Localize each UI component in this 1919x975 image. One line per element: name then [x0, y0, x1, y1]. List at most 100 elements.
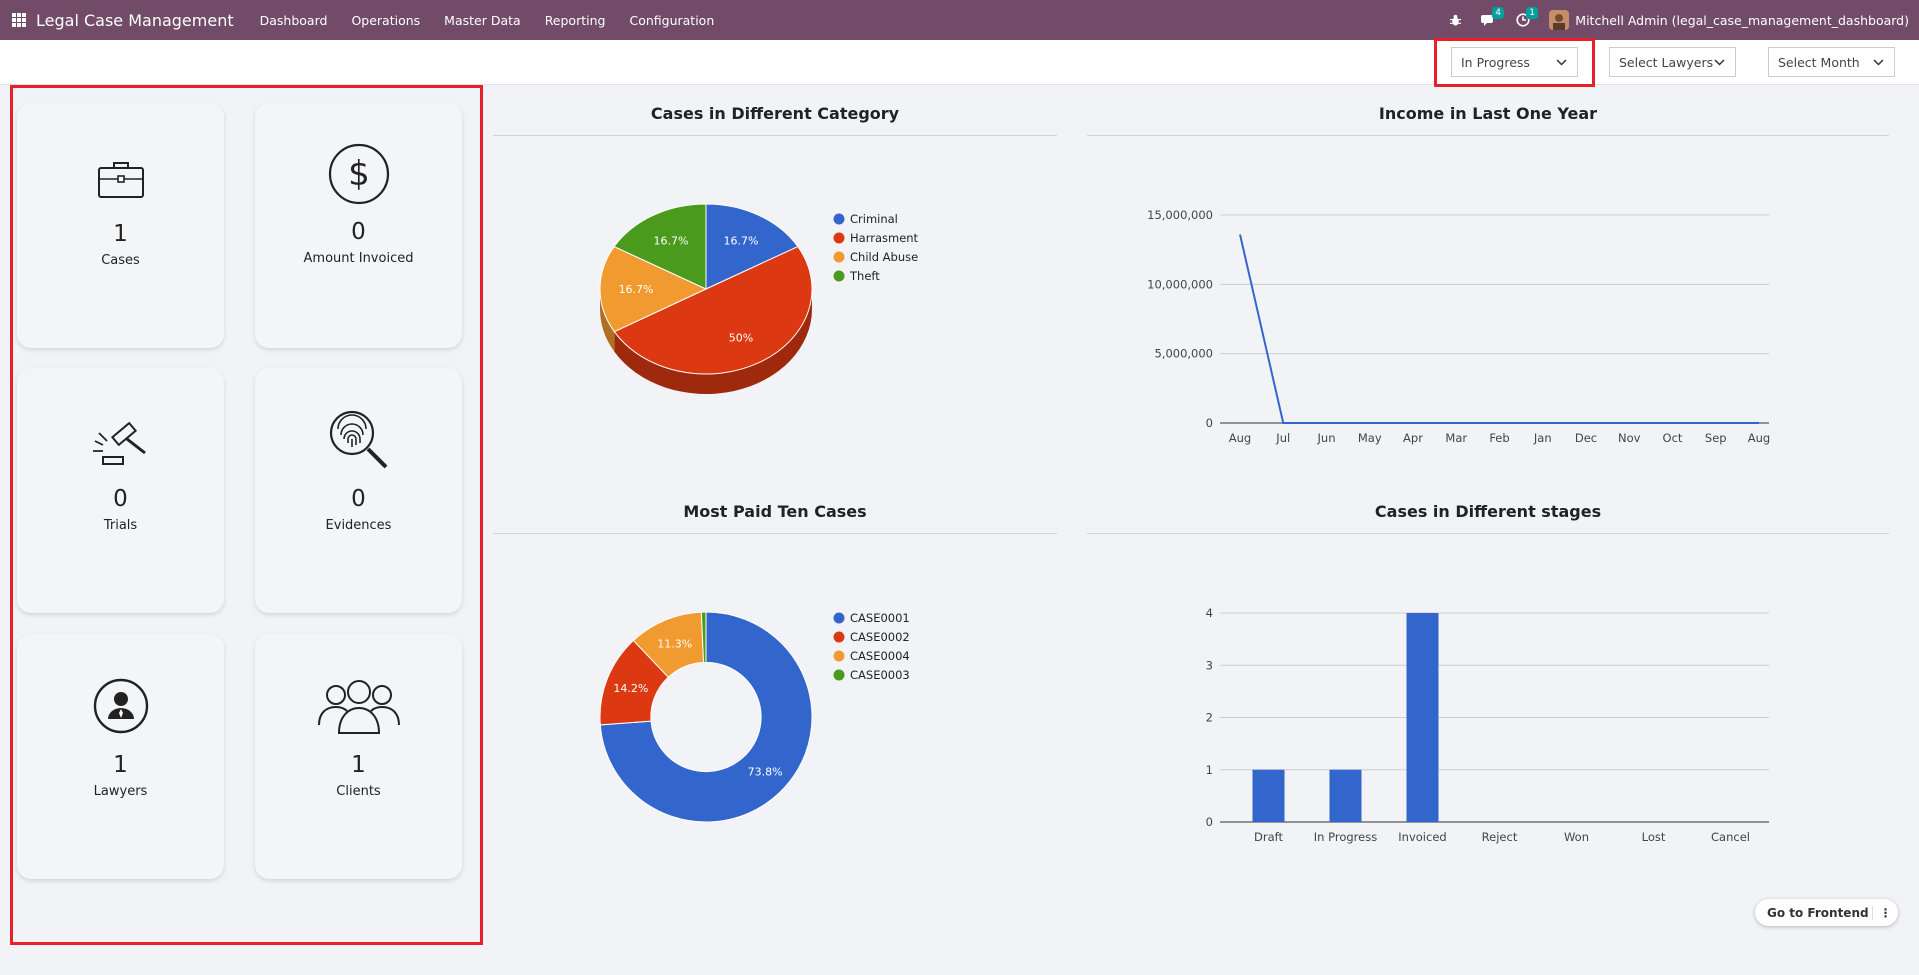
x-tick-label: Mar [1445, 431, 1467, 445]
debug-bug-icon[interactable] [1447, 12, 1463, 28]
clients-card[interactable]: 1 Clients [255, 634, 462, 879]
trials-label: Trials [103, 518, 138, 533]
pie-data-label: 50% [729, 332, 753, 345]
status-filter-highlight [1434, 38, 1595, 87]
go-to-frontend-button[interactable]: Go to Frontend [1767, 905, 1869, 920]
menu-master-data[interactable]: Master Data [444, 12, 521, 28]
y-tick-label: 10,000,000 [1147, 277, 1213, 291]
x-tick-label: Oct [1663, 431, 1683, 445]
pie-slice-criminal [705, 203, 799, 290]
income-chart-title: Income in Last One Year [1378, 104, 1598, 123]
legend-marker [833, 612, 845, 624]
month-filter-select[interactable]: Select Month [1768, 47, 1895, 77]
legend-marker [833, 650, 845, 662]
category-chart-title: Cases in Different Category [650, 104, 900, 123]
legend-marker [833, 270, 845, 282]
legend-label: Child Abuse [850, 250, 918, 264]
divider [1087, 135, 1889, 136]
y-tick-label: 3 [1206, 658, 1213, 672]
y-tick-label: 0 [1206, 815, 1213, 829]
lawyers-label: Lawyers [93, 784, 148, 799]
bar-invoiced [1406, 613, 1439, 822]
pie-data-label: 16.7% [724, 234, 759, 247]
evidences-label: Evidences [325, 518, 392, 533]
y-tick-label: 4 [1206, 606, 1213, 620]
gavel-icon [91, 412, 151, 476]
x-tick-label: Jul [1275, 431, 1290, 445]
cases-label: Cases [101, 253, 140, 268]
x-tick-label: Nov [1618, 431, 1641, 445]
menu-operations[interactable]: Operations [351, 12, 421, 28]
x-tick-label: Sep [1705, 431, 1727, 445]
menu-configuration[interactable]: Configuration [629, 12, 715, 28]
legend-marker [833, 251, 845, 263]
menu-dashboard[interactable]: Dashboard [259, 12, 328, 28]
most-paid-donut-chart: 73.8% 14.2% 11.3% CASE0001 CASE0002 CASE0004 C… [599, 611, 910, 823]
legend-label: CASE0004 [850, 649, 910, 663]
legend-label: Harrasment [850, 231, 919, 245]
briefcase-icon [97, 147, 145, 211]
kpi-panel-highlight [10, 85, 483, 945]
x-tick-label: Won [1564, 830, 1589, 844]
legend-label: CASE0003 [850, 668, 910, 682]
x-tick-label: Jun [1317, 431, 1336, 445]
divider [493, 135, 1057, 136]
user-menu[interactable]: Mitchell Admin (legal_case_management_da… [1549, 10, 1909, 30]
cases-card[interactable]: 1 Cases [17, 103, 224, 348]
lawyers-value: 1 [113, 752, 128, 778]
messages-icon[interactable]: 4 [1481, 7, 1505, 28]
pie-data-label: 16.7% [619, 283, 654, 296]
lawyer-icon [93, 670, 149, 742]
y-tick-label: 5,000,000 [1154, 347, 1213, 361]
cases-value: 1 [113, 221, 128, 247]
pie-slice-side [614, 289, 812, 394]
more-options-icon[interactable]: ⋮ [1872, 905, 1898, 920]
x-tick-label: Aug [1229, 431, 1251, 445]
chevron-down-icon [1714, 59, 1725, 66]
trials-card[interactable]: 0 Trials [17, 368, 224, 613]
messages-count-badge: 4 [1492, 7, 1505, 19]
y-tick-label: 0 [1206, 416, 1213, 430]
evidences-value: 0 [351, 486, 366, 512]
menu-reporting[interactable]: Reporting [544, 12, 606, 28]
amount-invoiced-card[interactable]: $ 0 Amount Invoiced [255, 103, 462, 348]
apps-menu-icon[interactable] [12, 13, 26, 27]
lawyers-filter-select[interactable]: Select Lawyers [1609, 47, 1736, 77]
top-navbar: Legal Case Management Dashboard Operatio… [0, 0, 1919, 40]
income-series-line [1239, 234, 1759, 424]
x-tick-label: Cancel [1711, 830, 1750, 844]
dollar-icon: $ [328, 139, 390, 209]
x-tick-label: Reject [1482, 830, 1518, 844]
lawyers-card[interactable]: 1 Lawyers [17, 634, 224, 879]
clients-icon [316, 670, 402, 742]
x-tick-label: Lost [1642, 830, 1666, 844]
category-pie-chart: 16.7% 50% 16.7% 16.7% Criminal Harrasment Chil… [599, 203, 919, 394]
trials-value: 0 [113, 486, 128, 512]
amount-invoiced-value: 0 [351, 219, 366, 245]
legend-label: Criminal [850, 212, 898, 226]
x-tick-label: Invoiced [1398, 830, 1446, 844]
status-filter-select[interactable]: In Progress [1451, 47, 1578, 77]
pie-slice-case0001 [599, 611, 813, 823]
chevron-down-icon [1873, 59, 1884, 66]
activity-clock-icon[interactable]: 1 [1515, 7, 1539, 28]
pie-data-label: 11.3% [657, 637, 692, 650]
user-avatar [1549, 10, 1570, 30]
clients-label: Clients [336, 784, 381, 799]
evidences-card[interactable]: 0 Evidences [255, 368, 462, 613]
x-tick-label: Feb [1489, 431, 1509, 445]
svg-text:$: $ [348, 154, 370, 194]
legend-marker [833, 631, 845, 643]
divider [493, 533, 1057, 534]
app-title[interactable]: Legal Case Management [36, 10, 234, 30]
pie-slice-child-abuse [599, 245, 708, 333]
legend-marker [833, 669, 845, 681]
pie-data-label: 14.2% [613, 682, 648, 695]
amount-invoiced-label: Amount Invoiced [303, 251, 414, 266]
stages-bar-chart: 0 1 2 3 4 Draft In Progress Invoiced Reject Won Lo… [1206, 606, 1769, 844]
pie-slice-theft [613, 203, 707, 290]
chevron-down-icon [1556, 59, 1567, 66]
main-menu: Dashboard Operations Master Data Reporti… [248, 13, 727, 28]
x-tick-label: Dec [1575, 431, 1597, 445]
x-tick-label: Draft [1254, 830, 1283, 844]
